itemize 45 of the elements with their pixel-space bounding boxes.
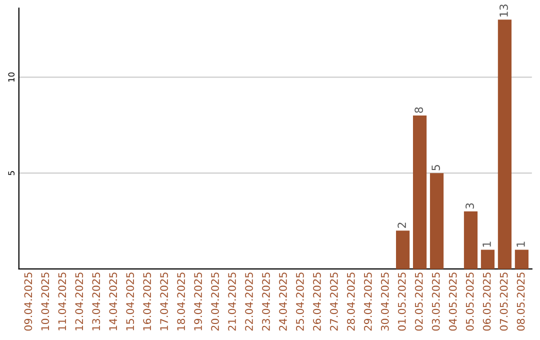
x-tick-label: 26.04.2025 bbox=[313, 272, 321, 331]
x-tick-label: 14.04.2025 bbox=[109, 272, 118, 330]
x-tick-label: 09.04.2025 bbox=[24, 272, 32, 331]
x-tick-label: 17.04.2025 bbox=[160, 272, 168, 330]
data-label: 2 bbox=[398, 222, 406, 228]
x-tick-label: 16.04.2025 bbox=[143, 272, 152, 330]
x-tick-label: 21.04.2025 bbox=[228, 272, 236, 331]
x-tick-label: 10.04.2025 bbox=[41, 272, 50, 330]
data-label: 5 bbox=[432, 165, 440, 170]
data-label: 1 bbox=[516, 242, 525, 247]
x-tick-label: 13.04.2025 bbox=[92, 272, 100, 330]
bar bbox=[412, 116, 427, 269]
x-tick-label: 23.04.2025 bbox=[262, 272, 270, 331]
x-tick-label: 20.04.2025 bbox=[211, 272, 219, 331]
x-tick-label: 29.04.2025 bbox=[364, 272, 372, 331]
bar bbox=[464, 211, 478, 269]
x-tick-label: 05.05.2025 bbox=[466, 272, 474, 331]
x-tick-label: 19.04.2025 bbox=[194, 272, 202, 330]
x-tick-label: 02.05.2025 bbox=[414, 272, 423, 331]
bar bbox=[514, 250, 529, 269]
x-tick-label: 01.05.2025 bbox=[398, 272, 406, 331]
x-tick-label: 24.04.2025 bbox=[279, 272, 287, 331]
x-tick-label: 15.04.2025 bbox=[126, 272, 134, 330]
data-label: 3 bbox=[466, 203, 474, 209]
x-tick-label: 03.05.2025 bbox=[432, 272, 440, 331]
bar bbox=[430, 173, 444, 269]
bar bbox=[396, 230, 410, 269]
x-tick-label: 07.05.2025 bbox=[500, 272, 508, 331]
y-tick-label: 10 bbox=[8, 72, 15, 82]
x-tick-label: 18.04.2025 bbox=[177, 272, 185, 330]
x-tick-label: 28.04.2025 bbox=[346, 272, 355, 331]
x-tick-label: 04.05.2025 bbox=[448, 272, 457, 331]
bar bbox=[498, 20, 512, 269]
data-label: 13 bbox=[500, 4, 508, 17]
x-tick-label: 12.04.2025 bbox=[75, 272, 84, 330]
x-tick-label: 08.05.2025 bbox=[516, 272, 525, 331]
x-tick-label: 22.04.2025 bbox=[245, 272, 253, 331]
x-tick-label: 25.04.2025 bbox=[296, 272, 304, 331]
bar bbox=[480, 250, 495, 269]
x-tick-label: 06.05.2025 bbox=[482, 272, 491, 331]
data-label: 8 bbox=[414, 107, 424, 113]
x-tick-label: 27.04.2025 bbox=[330, 272, 338, 331]
data-label: 1 bbox=[482, 242, 491, 247]
x-tick-label: 11.04.2025 bbox=[58, 272, 66, 330]
x-tick-label: 30.04.2025 bbox=[380, 272, 389, 331]
